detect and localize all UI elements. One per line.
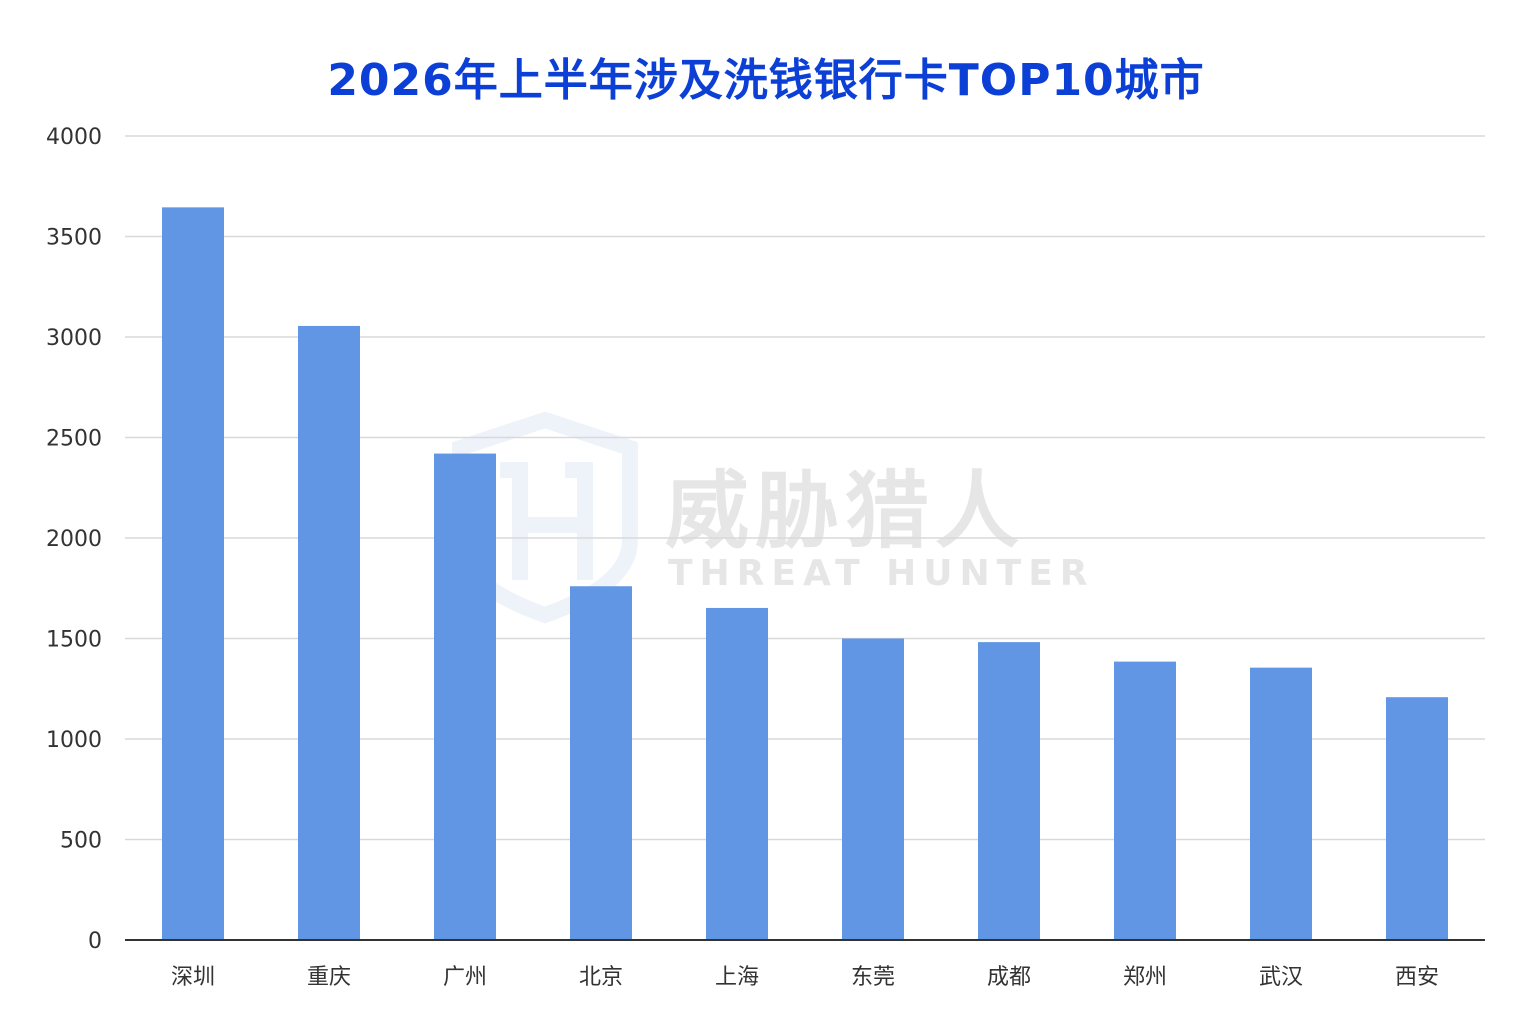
bar	[978, 642, 1040, 940]
x-tick-label: 深圳	[171, 965, 215, 990]
x-tick-label: 广州	[443, 965, 487, 990]
bar	[298, 325, 360, 940]
y-tick-label: 500	[60, 829, 102, 854]
bar	[706, 607, 768, 940]
y-tick-label: 1500	[46, 628, 102, 653]
x-tick-label: 东莞	[851, 965, 895, 990]
x-tick-label: 西安	[1395, 965, 1439, 990]
y-tick-label: 2000	[46, 527, 102, 552]
y-tick-label: 3500	[46, 226, 102, 251]
x-tick-label: 成都	[987, 965, 1031, 990]
watermark-cn: 威胁猎人	[665, 462, 1025, 560]
y-tick-label: 2500	[46, 427, 102, 452]
axes: 0 500 1000 1500 2000 2500 3000 3500 4000 深圳 重庆 广州 北京…	[46, 125, 1485, 990]
bar	[434, 453, 496, 940]
y-tick-label: 1000	[46, 728, 102, 753]
bar	[162, 207, 224, 941]
x-tick-label: 重庆	[307, 965, 351, 990]
x-tick-label: 郑州	[1123, 965, 1167, 990]
bar	[842, 638, 904, 940]
bar	[1386, 697, 1448, 940]
watermark-en: THREAT HUNTER	[668, 553, 1095, 594]
y-tick-label: 3000	[46, 326, 102, 351]
x-tick-label: 武汉	[1259, 965, 1303, 990]
bars	[162, 207, 1448, 941]
bar	[1114, 661, 1176, 940]
y-tick-label: 0	[88, 929, 102, 954]
bar	[570, 586, 632, 940]
watermark: 威胁猎人 THREAT HUNTER	[452, 411, 1095, 624]
chart-title: 2026年上半年涉及洗钱银行卡TOP10城市	[327, 55, 1205, 106]
bar	[1250, 667, 1312, 940]
x-tick-label: 北京	[579, 965, 623, 990]
y-tick-label: 4000	[46, 125, 102, 150]
x-tick-label: 上海	[715, 965, 759, 990]
